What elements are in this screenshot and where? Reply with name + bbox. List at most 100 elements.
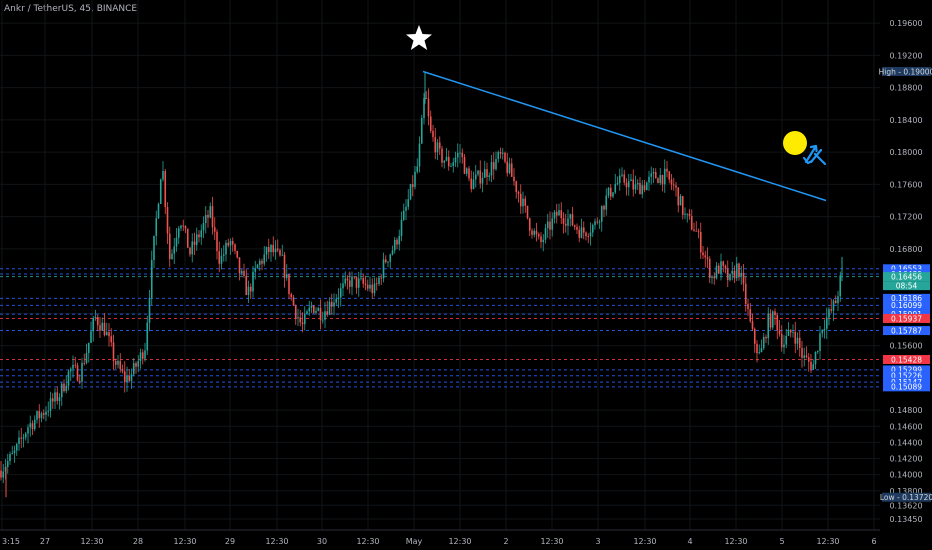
candle-body (679, 196, 682, 206)
price-label: 0.16553 (883, 264, 930, 274)
candle-body (276, 248, 279, 251)
price-label-text: 0.16553 (891, 265, 922, 274)
candle-body (486, 169, 488, 177)
candle-body (517, 192, 520, 194)
y-tick-label: 0.19600 (889, 19, 922, 28)
candle-body (618, 175, 621, 184)
candle-body (522, 198, 524, 207)
x-tick-label: 12:30 (265, 537, 288, 546)
candle-body (301, 322, 304, 325)
x-tick-label: May (406, 537, 423, 546)
candle-body (681, 196, 684, 215)
candle-body (315, 310, 317, 313)
candle-body (252, 271, 254, 292)
time-axis[interactable]: 3:15 27 12:30 28 12:30 29 12:30 30 12:30 May 12:30… (0, 529, 880, 546)
candle-body (533, 230, 536, 235)
candle-body (724, 265, 727, 269)
candle-body (13, 450, 16, 454)
candle-body (670, 179, 673, 185)
candle-body (589, 232, 592, 237)
candle-body (409, 184, 412, 200)
candle-body (398, 235, 401, 245)
candle-body (510, 163, 513, 177)
x-tick-label: 2 (503, 537, 508, 546)
price-label-bg (883, 264, 930, 274)
candle-body (535, 230, 538, 235)
candle-body (542, 239, 545, 243)
candle-body (74, 364, 77, 366)
candle-body (810, 361, 812, 370)
candle-body (198, 234, 200, 238)
y-tick-label: 0.18800 (889, 84, 922, 93)
candle-body (540, 236, 542, 243)
candle-body (265, 247, 268, 255)
candle-body (798, 337, 801, 348)
candle-body (787, 329, 790, 336)
y-tick-label: 0.13450 (889, 515, 922, 524)
candle-body (186, 228, 189, 248)
price-label: 0.15299 (883, 365, 930, 375)
candle-body (479, 170, 482, 184)
candle-body (254, 268, 257, 272)
candle-body (177, 228, 180, 238)
candle-body (463, 156, 466, 174)
candle-body (605, 195, 608, 210)
candle-body (423, 98, 425, 119)
candle-body (573, 225, 576, 227)
candle-body (501, 152, 504, 154)
candle-body (699, 231, 702, 253)
candle-body (837, 296, 839, 304)
candle-body (153, 235, 155, 261)
candle-body (29, 423, 32, 428)
candle-body (294, 305, 297, 319)
candle-body (508, 163, 511, 173)
candle-body (756, 343, 758, 354)
candle-body (58, 397, 61, 401)
candle-body (240, 271, 243, 274)
candle-body (11, 453, 14, 454)
candle-body (211, 206, 214, 228)
y-tick-label: 0.14400 (889, 438, 922, 447)
candle-body (416, 166, 419, 172)
candle-body (108, 332, 110, 337)
candle-body (171, 253, 173, 260)
candle-body (805, 355, 808, 358)
candle-body (101, 322, 104, 331)
candle-body (636, 182, 639, 185)
candle-body (585, 232, 587, 237)
x-tick-label: 12:30 (724, 537, 747, 546)
candle-body (130, 374, 133, 381)
resistance-trendline[interactable] (422, 70, 827, 202)
candle-body (135, 363, 137, 367)
candle-body (114, 360, 117, 365)
price-levels (0, 268, 880, 388)
candle-body (465, 168, 468, 174)
candle-body (56, 392, 59, 401)
candle-body (387, 261, 389, 263)
candle-body (288, 274, 290, 295)
candle-body (816, 350, 819, 352)
candle-body (324, 311, 326, 320)
candle-body (128, 375, 131, 381)
candle-body (726, 268, 729, 281)
candle-body (580, 227, 583, 238)
candle-body (832, 300, 835, 311)
candle-body (621, 174, 623, 176)
candle-body (429, 116, 432, 131)
candle-body (803, 355, 806, 358)
grid (0, 0, 880, 530)
candle-body (591, 225, 594, 233)
candle-body (672, 184, 675, 186)
price-label-bg (883, 281, 930, 291)
candle-body (207, 214, 209, 218)
candle-body (744, 283, 747, 304)
candle-body (27, 427, 29, 434)
candle-body (715, 265, 718, 279)
candle-body (405, 206, 407, 211)
price-label-bg (883, 382, 930, 392)
candle-body (526, 205, 529, 219)
trendline[interactable] (422, 70, 827, 202)
candle-body (200, 230, 203, 238)
candles (0, 71, 843, 498)
